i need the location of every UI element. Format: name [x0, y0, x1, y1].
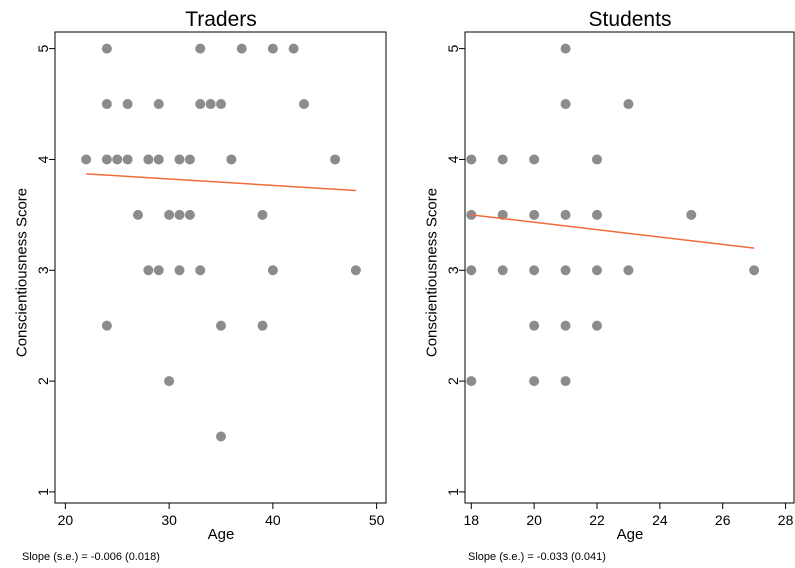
students-data-point	[592, 209, 602, 220]
traders-data-point	[236, 43, 247, 54]
traders-x-tick-label: 20	[58, 512, 74, 528]
panel-traders: Traders 1 2 3 4 5 20 30 40 50 Age Conscientiousness…	[14, 8, 387, 563]
traders-data-point	[205, 99, 216, 110]
traders-fit-line	[86, 173, 356, 192]
students-data-point	[529, 154, 540, 165]
students-data-point	[560, 265, 571, 276]
traders-data-point	[164, 376, 175, 387]
traders-y-tick-label: 4	[35, 155, 51, 163]
students-data-point	[560, 43, 571, 54]
traders-data-point	[143, 154, 154, 165]
students-data-point	[592, 154, 602, 165]
traders-data-point	[143, 265, 154, 276]
students-x-tick-label: 28	[778, 512, 794, 528]
traders-data-point	[153, 265, 164, 276]
traders-x-tick-label: 30	[161, 512, 177, 528]
students-data-point	[466, 376, 477, 387]
traders-chart-title: Traders	[185, 8, 257, 31]
students-data-point	[529, 265, 540, 276]
traders-y-axis-label: Conscientiousness Score	[14, 188, 31, 357]
students-data-point	[560, 99, 571, 110]
students-plot-frame	[464, 31, 795, 504]
students-y-tick-label: 2	[445, 377, 461, 385]
traders-data-point	[184, 154, 195, 165]
traders-data-point	[153, 99, 164, 110]
students-y-tick-label: 1	[445, 488, 461, 496]
traders-data-point	[164, 209, 175, 220]
students-data-point	[497, 265, 508, 276]
traders-y-tick-label: 5	[35, 45, 51, 53]
students-data-point	[623, 265, 634, 276]
traders-data-point	[174, 154, 185, 165]
students-data-point	[560, 320, 571, 331]
students-fit-line	[471, 214, 755, 249]
students-data-point	[560, 209, 571, 220]
students-data-point	[686, 209, 697, 220]
traders-y-tick-label: 2	[35, 377, 51, 385]
traders-data-point	[299, 99, 309, 110]
traders-data-point	[101, 99, 112, 110]
students-chart-title: Students	[589, 8, 672, 31]
traders-data-point	[153, 154, 164, 165]
traders-data-point	[288, 43, 299, 54]
students-data-point	[529, 320, 540, 331]
students-slope-note: Slope (s.e.) = -0.033 (0.041)	[468, 551, 606, 563]
students-data-point	[749, 265, 760, 276]
traders-data-point	[330, 154, 341, 165]
students-data-point	[529, 376, 540, 387]
traders-data-point	[174, 209, 185, 220]
traders-data-point	[257, 320, 268, 331]
traders-y-tick-label: 3	[35, 266, 51, 274]
traders-data-point	[195, 265, 206, 276]
traders-data-point	[216, 99, 226, 110]
students-y-axis-label: Conscientiousness Score	[424, 188, 441, 357]
students-data-point	[592, 265, 602, 276]
students-data-point	[560, 376, 571, 387]
students-x-tick-label: 18	[463, 512, 479, 528]
panel-students: Students 1 2 3 4 5 18 20 22 24 26 28 Age Conscientiou…	[424, 8, 795, 563]
students-x-tick-label: 20	[526, 512, 542, 528]
traders-data-point	[350, 265, 361, 276]
traders-data-point	[101, 43, 112, 54]
students-data-point	[466, 154, 477, 165]
students-x-tick-label: 26	[715, 512, 731, 528]
traders-data-point	[133, 209, 143, 220]
traders-slope-note: Slope (s.e.) = -0.006 (0.018)	[22, 551, 160, 563]
traders-data-point	[101, 154, 112, 165]
traders-x-tick-label: 40	[265, 512, 281, 528]
traders-x-axis-label: Age	[208, 526, 235, 543]
traders-x-tick-label: 50	[369, 512, 385, 528]
students-y-tick-label: 3	[445, 266, 461, 274]
traders-plot-frame	[54, 31, 387, 504]
traders-data-point	[226, 154, 237, 165]
traders-data-point	[112, 154, 123, 165]
traders-data-point	[195, 43, 206, 54]
students-data-point	[623, 99, 634, 110]
traders-data-point	[101, 320, 112, 331]
traders-data-point	[122, 154, 133, 165]
students-data-point	[529, 209, 540, 220]
students-x-axis-label: Age	[617, 526, 644, 543]
traders-data-point	[216, 320, 226, 331]
students-y-tick-label: 4	[445, 155, 461, 163]
traders-data-point	[195, 99, 206, 110]
traders-data-point	[257, 209, 268, 220]
students-x-tick-label: 24	[652, 512, 668, 528]
traders-data-point	[267, 43, 278, 54]
traders-data-point	[216, 431, 226, 442]
students-x-tick-label: 22	[589, 512, 605, 528]
traders-data-point	[122, 99, 133, 110]
students-data-point	[497, 209, 508, 220]
traders-data-point	[174, 265, 185, 276]
traders-data-point	[81, 154, 92, 165]
traders-data-point	[267, 265, 278, 276]
students-data-point	[592, 320, 602, 331]
students-data-point	[497, 154, 508, 165]
students-y-tick-label: 5	[445, 45, 461, 53]
traders-data-point	[184, 209, 195, 220]
students-data-point	[466, 265, 477, 276]
traders-y-tick-label: 1	[35, 488, 51, 496]
